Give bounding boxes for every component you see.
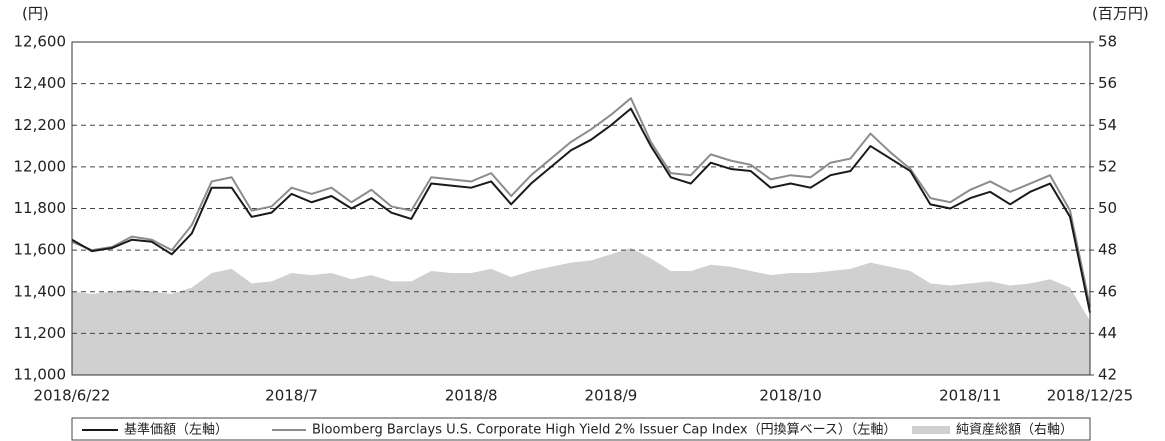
y-tick-label: 11,200 <box>14 324 67 342</box>
line <box>71 97 1091 307</box>
x-tick-label: 2018/9 <box>585 387 638 405</box>
y-tick-label: 11,800 <box>14 199 67 217</box>
x-tick-label: 2018/7 <box>265 387 318 405</box>
y-tick-label: 12,600 <box>14 33 67 51</box>
y2-tick-label: 48 <box>1098 241 1117 259</box>
y2-tick-label: 56 <box>1098 74 1117 92</box>
y2-unit-label: (百万円) <box>1092 5 1149 23</box>
y-tick-label: 12,400 <box>14 74 67 92</box>
y-unit-label: (円) <box>22 5 49 23</box>
y2-tick-label: 46 <box>1098 282 1117 300</box>
y-tick-label: 11,000 <box>14 366 67 384</box>
y2-tick-label: 54 <box>1098 116 1117 134</box>
legend-swatch <box>912 426 950 434</box>
y2-tick-label: 50 <box>1098 199 1117 217</box>
y2-tick-label: 52 <box>1098 157 1117 175</box>
legend-label: 純資産総額（右軸） <box>956 422 1073 438</box>
legend-label: Bloomberg Barclays U.S. Corporate High Y… <box>312 423 896 438</box>
x-tick-label: 2018/6/22 <box>34 387 111 405</box>
y2-tick-label: 42 <box>1098 366 1117 384</box>
y2-tick-label: 58 <box>1098 33 1117 51</box>
x-tick-label: 2018/8 <box>445 387 498 405</box>
plot-frame <box>71 41 1091 376</box>
legend: 基準価額（左軸） Bloomberg Barclays U.S. Corpora… <box>71 417 1091 441</box>
area <box>72 248 1090 375</box>
x-tick-label: 2018/11 <box>939 387 1001 405</box>
y-tick-label: 11,400 <box>14 282 67 300</box>
y-tick-label: 12,200 <box>14 116 67 134</box>
y-tick-label: 11,600 <box>14 241 67 259</box>
x-tick-label: 2018/12/25 <box>1047 387 1133 405</box>
x-tick-label: 2018/10 <box>759 387 821 405</box>
y-tick-label: 12,000 <box>14 157 67 175</box>
legend-label: 基準価額（左軸） <box>124 422 228 438</box>
y2-tick-label: 44 <box>1098 324 1117 342</box>
line <box>71 107 1091 313</box>
legend-box <box>71 417 1091 441</box>
